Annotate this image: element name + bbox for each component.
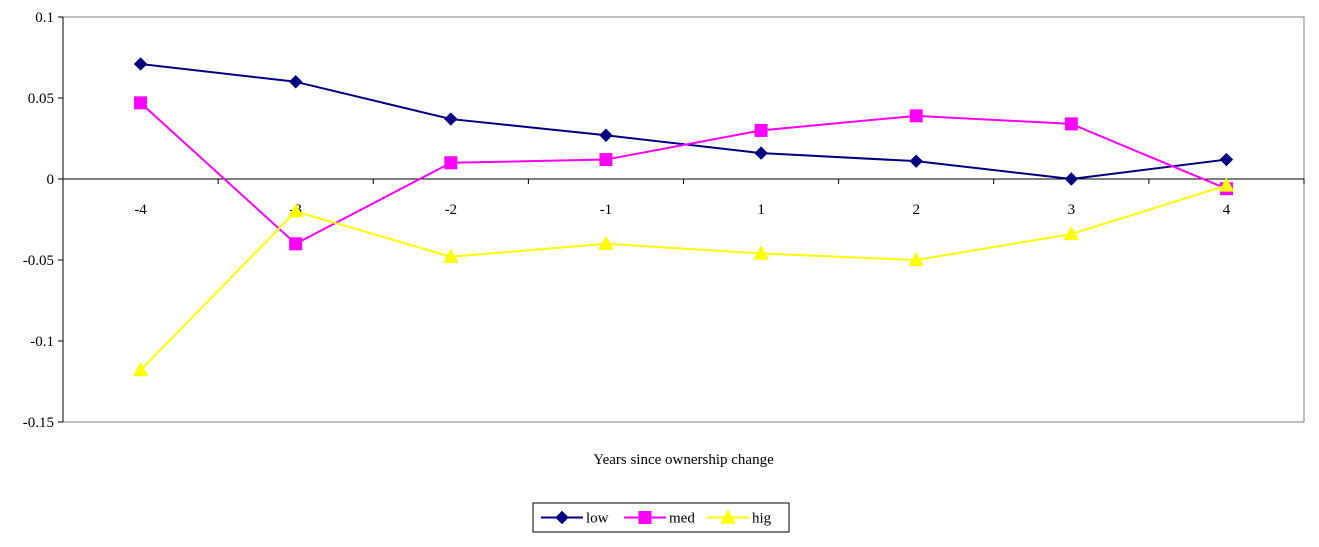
data-point-med <box>134 96 148 110</box>
y-tick-label: 0.05 <box>28 91 54 107</box>
legend-item-low: low <box>541 511 609 527</box>
data-point-hig <box>908 251 925 267</box>
data-point-hig <box>442 248 459 263</box>
legend: low med hig <box>532 502 790 533</box>
y-tick-label: 0 <box>47 172 55 188</box>
data-point-low <box>599 128 613 142</box>
y-tick-label: -0.05 <box>23 253 54 269</box>
data-point-med <box>909 109 923 123</box>
legend-item-med: med <box>624 511 695 527</box>
data-point-hig <box>753 245 769 260</box>
data-point-med <box>1064 117 1078 131</box>
data-point-med <box>754 123 768 137</box>
legend-label: med <box>669 511 695 527</box>
x-tick-label: 4 <box>1223 202 1231 218</box>
series-line-low <box>140 62 1227 180</box>
y-tick-label: -0.15 <box>23 415 54 431</box>
legend-label: hig <box>752 511 772 527</box>
series-line-med <box>139 102 1227 245</box>
data-point-med <box>289 237 303 251</box>
data-point-hig <box>132 362 149 377</box>
series-layer <box>132 57 1235 377</box>
y-tick-label: 0.1 <box>35 10 54 26</box>
y-axis: 0.1 0.05 0 -0.05 -0.1 -0.15 <box>23 10 64 431</box>
data-point-low <box>754 146 768 160</box>
legend-item-hig: hig <box>707 509 772 527</box>
x-tick-label: 2 <box>912 202 920 218</box>
data-point-hig <box>1063 226 1080 241</box>
legend-swatch-marker <box>720 509 736 524</box>
data-point-hig <box>598 235 614 250</box>
series-line-hig <box>139 184 1227 371</box>
series-hig <box>132 177 1235 377</box>
x-tick-label: 3 <box>1068 202 1076 218</box>
data-point-low <box>444 112 458 126</box>
legend-swatch-marker <box>638 511 652 524</box>
y-tick-label: -0.1 <box>30 334 54 350</box>
data-point-hig <box>1218 177 1235 192</box>
x-tick-label: -1 <box>600 202 613 218</box>
data-point-low <box>1219 152 1234 167</box>
data-point-hig <box>287 203 304 218</box>
series-med <box>134 96 1233 251</box>
x-tick-label: -2 <box>445 202 458 218</box>
data-point-low <box>288 75 303 89</box>
legend-label: low <box>586 511 609 527</box>
data-point-med <box>599 153 613 167</box>
data-point-low <box>133 57 148 71</box>
x-tick-label: -4 <box>134 202 147 218</box>
data-point-low <box>909 154 923 168</box>
x-axis-title: Years since ownership change <box>593 452 774 468</box>
x-tick-label: 1 <box>757 202 765 218</box>
legend-swatch-marker <box>555 510 569 525</box>
data-point-low <box>1064 172 1079 186</box>
data-point-med <box>444 156 458 170</box>
